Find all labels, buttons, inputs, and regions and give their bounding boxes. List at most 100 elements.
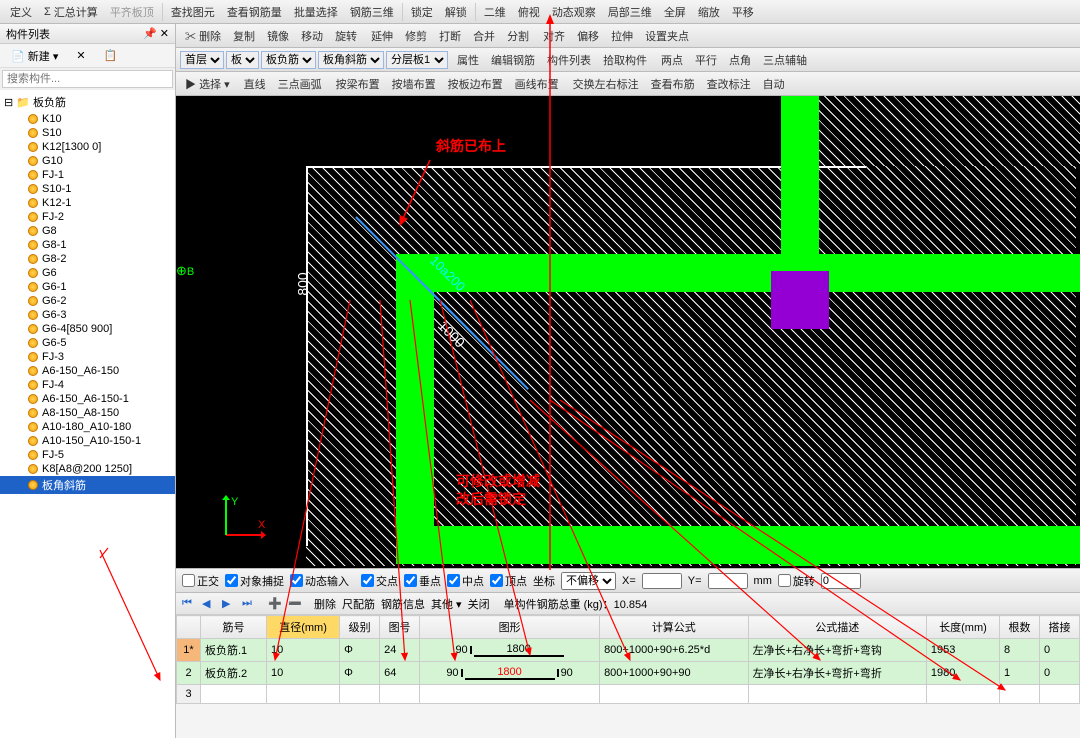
- tb-edit-rebar[interactable]: 编辑钢筋: [486, 51, 540, 69]
- tb-by-slab[interactable]: 按板边布置: [443, 75, 508, 93]
- cat2-select[interactable]: 板负筋: [261, 51, 316, 69]
- nav-prev[interactable]: ◀: [202, 597, 216, 611]
- bp-close[interactable]: 关闭: [468, 596, 490, 612]
- tb-props[interactable]: 属性: [452, 51, 484, 69]
- tb-move[interactable]: 移动: [296, 27, 328, 45]
- tb-by-wall[interactable]: 按墙布置: [387, 75, 441, 93]
- tb-auto[interactable]: 自动: [758, 75, 790, 93]
- tree-item[interactable]: FJ-4: [0, 378, 175, 392]
- tree-item[interactable]: G6: [0, 266, 175, 280]
- tree-item[interactable]: G6-4[850 900]: [0, 322, 175, 336]
- tree-item[interactable]: 板角斜筋: [0, 476, 175, 494]
- col-header[interactable]: 直径(mm): [267, 616, 340, 639]
- tb-copy[interactable]: 复制: [228, 27, 260, 45]
- search-input[interactable]: [2, 70, 173, 88]
- tb-align-top[interactable]: 平齐板顶: [104, 3, 160, 21]
- col-header[interactable]: 级别: [340, 616, 380, 639]
- bp-other[interactable]: 其他 ▾: [431, 596, 462, 612]
- table-row[interactable]: 1*板负筋.110Φ24901800800+1000+90+6.25*d左净长+…: [177, 639, 1080, 662]
- tb-define[interactable]: 定义: [4, 3, 38, 21]
- copy-icon[interactable]: 📋: [97, 47, 125, 64]
- tb-trim[interactable]: 修剪: [400, 27, 432, 45]
- tb-3pt-axis[interactable]: 三点辅轴: [758, 51, 812, 69]
- sb-perp[interactable]: 垂点: [404, 573, 441, 589]
- tree-item[interactable]: A6-150_A6-150: [0, 364, 175, 378]
- drawing-canvas[interactable]: 斜筋已布上 可修改或增减 改后需锁定 ⊕B 800 1000 10a200 X …: [176, 96, 1080, 568]
- insert-row[interactable]: ➕: [268, 597, 282, 611]
- tree-item[interactable]: G8-2: [0, 252, 175, 266]
- sb-mid[interactable]: 中点: [447, 573, 484, 589]
- bp-info[interactable]: 钢筋信息: [381, 596, 425, 612]
- col-header[interactable]: 计算公式: [600, 616, 749, 639]
- tb-view-rebar[interactable]: 查看钢筋量: [221, 3, 288, 21]
- tb-batch-select[interactable]: 批量选择: [288, 3, 344, 21]
- bp-scale[interactable]: 尺配筋: [342, 596, 375, 612]
- offset-select[interactable]: 不偏移: [561, 572, 616, 590]
- panel-pin-icon[interactable]: 📌 ✕: [143, 27, 169, 40]
- tree-item[interactable]: K12-1: [0, 196, 175, 210]
- tree-item[interactable]: A8-150_A8-150: [0, 406, 175, 420]
- tb-merge[interactable]: 合并: [468, 27, 500, 45]
- delete-row[interactable]: ➖: [288, 597, 302, 611]
- tree-item[interactable]: S10: [0, 126, 175, 140]
- tb-2pt[interactable]: 两点: [656, 51, 688, 69]
- col-header[interactable]: 图号: [380, 616, 420, 639]
- sb-dyn[interactable]: 动态输入: [290, 573, 349, 589]
- tb-fullscreen[interactable]: 全屏: [658, 3, 692, 21]
- bp-delete[interactable]: 删除: [314, 596, 336, 612]
- deg-input[interactable]: [821, 573, 861, 589]
- tree-item[interactable]: G8: [0, 224, 175, 238]
- tb-find[interactable]: 查找图元: [165, 3, 221, 21]
- col-header[interactable]: 根数: [1000, 616, 1040, 639]
- tb-split[interactable]: 分割: [502, 27, 534, 45]
- nav-next[interactable]: ▶: [222, 597, 236, 611]
- sb-vert[interactable]: 顶点: [490, 573, 527, 589]
- tree-item[interactable]: A10-150_A10-150-1: [0, 434, 175, 448]
- tb-stretch[interactable]: 拉伸: [606, 27, 638, 45]
- tb-swap[interactable]: 交换左右标注: [568, 75, 644, 93]
- sb-snap[interactable]: 对象捕捉: [225, 573, 284, 589]
- tb-draw-line[interactable]: 画线布置: [510, 75, 564, 93]
- tree-item[interactable]: FJ-1: [0, 168, 175, 182]
- new-button[interactable]: 📄 新建 ▾: [4, 46, 65, 66]
- nav-last[interactable]: ⏭: [242, 597, 256, 611]
- col-header[interactable]: 筋号: [201, 616, 267, 639]
- cat3-select[interactable]: 板角斜筋: [318, 51, 384, 69]
- tb-delete[interactable]: ✂ 删除: [180, 27, 226, 45]
- tree-item[interactable]: FJ-5: [0, 448, 175, 462]
- tree-item[interactable]: S10-1: [0, 182, 175, 196]
- tree-item[interactable]: G6-1: [0, 280, 175, 294]
- cat4-select[interactable]: 分层板1: [386, 51, 448, 69]
- tree-item[interactable]: FJ-2: [0, 210, 175, 224]
- col-header[interactable]: 公式描述: [748, 616, 926, 639]
- x-input[interactable]: [642, 573, 682, 589]
- tb-break[interactable]: 打断: [434, 27, 466, 45]
- tree-item[interactable]: G6-2: [0, 294, 175, 308]
- tb-mirror[interactable]: 镜像: [262, 27, 294, 45]
- tree-item[interactable]: G6-5: [0, 336, 175, 350]
- tb-dynamic[interactable]: 动态观察: [546, 3, 602, 21]
- tree-item[interactable]: K8[A8@200 1250]: [0, 462, 175, 476]
- tb-2d[interactable]: 二维: [478, 3, 512, 21]
- tb-local-3d[interactable]: 局部三维: [602, 3, 658, 21]
- table-row[interactable]: 2板负筋.210Φ6490180090800+1000+90+90左净长+右净长…: [177, 662, 1080, 685]
- tree-item[interactable]: K12[1300 0]: [0, 140, 175, 154]
- tb-pt-angle[interactable]: 点角: [724, 51, 756, 69]
- tree-item[interactable]: K10: [0, 112, 175, 126]
- tb-zoom[interactable]: 缩放: [692, 3, 726, 21]
- sb-ortho[interactable]: 正交: [182, 573, 219, 589]
- tb-pan[interactable]: 平移: [726, 3, 760, 21]
- tb-offset[interactable]: 偏移: [572, 27, 604, 45]
- col-header[interactable]: 搭接: [1039, 616, 1079, 639]
- tb-rotate[interactable]: 旋转: [330, 27, 362, 45]
- tb-edit-label[interactable]: 查改标注: [702, 75, 756, 93]
- sb-int[interactable]: 交点: [361, 573, 398, 589]
- component-tree[interactable]: ⊟ 📁板负筋 K10S10K12[1300 0]G10FJ-1S10-1K12-…: [0, 90, 175, 738]
- tb-line[interactable]: 直线: [239, 75, 271, 93]
- tree-item[interactable]: A10-180_A10-180: [0, 420, 175, 434]
- tb-extend[interactable]: 延伸: [366, 27, 398, 45]
- tb-parallel[interactable]: 平行: [690, 51, 722, 69]
- tb-view-dist[interactable]: 查看布筋: [646, 75, 700, 93]
- col-header[interactable]: 图形: [420, 616, 600, 639]
- floor-select[interactable]: 首层: [180, 51, 224, 69]
